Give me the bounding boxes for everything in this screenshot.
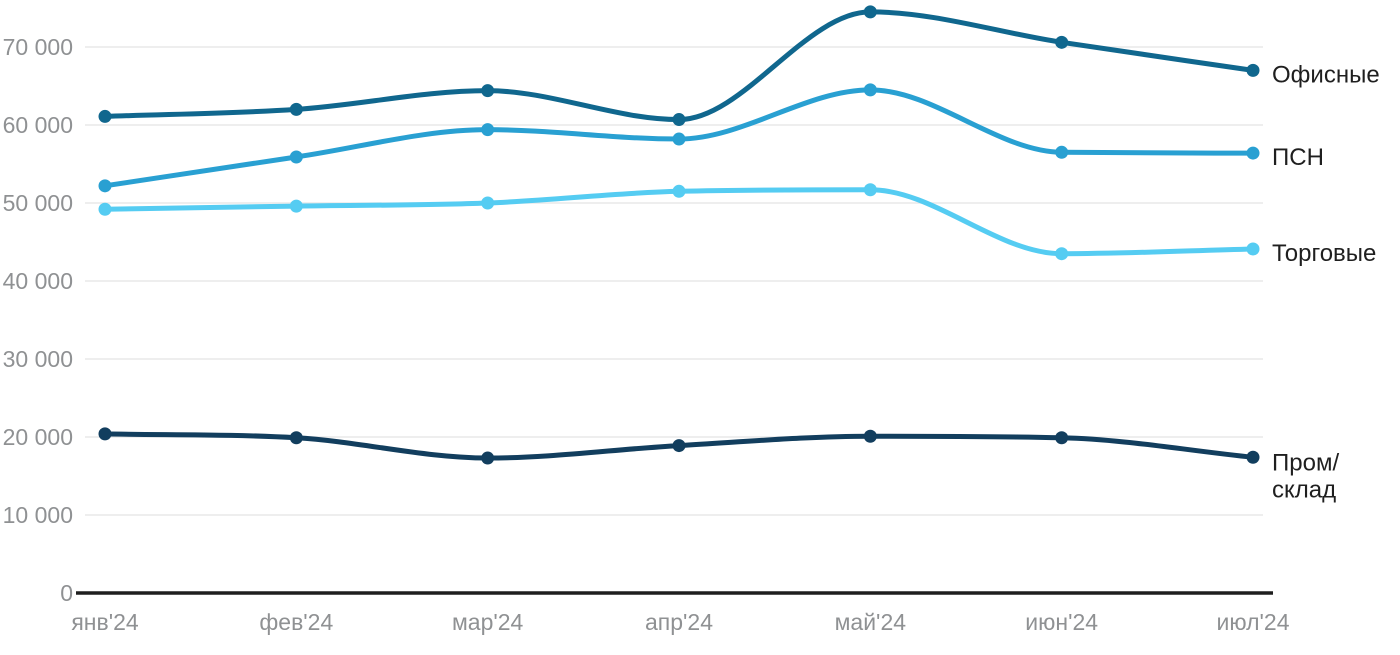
data-point-retail-3[interactable] <box>672 184 686 198</box>
data-point-retail-2[interactable] <box>481 196 495 210</box>
data-point-psn-0[interactable] <box>98 179 112 193</box>
series-label-industrial-warehouse: Пром/склад <box>1272 449 1339 503</box>
data-point-offices-6[interactable] <box>1246 63 1260 77</box>
data-point-psn-6[interactable] <box>1246 146 1260 160</box>
data-point-industrial-warehouse-5[interactable] <box>1055 431 1069 445</box>
x-axis-tick-label: янв'24 <box>71 609 139 635</box>
series-label-psn: ПСН <box>1272 144 1324 171</box>
y-axis-tick-label: 60 000 <box>3 112 73 138</box>
data-point-psn-5[interactable] <box>1055 145 1069 159</box>
y-axis-tick-label: 50 000 <box>3 190 73 216</box>
data-point-industrial-warehouse-2[interactable] <box>481 451 495 465</box>
data-point-psn-2[interactable] <box>481 123 495 137</box>
y-axis-tick-label: 10 000 <box>3 502 73 528</box>
x-axis-tick-label: июн'24 <box>1025 609 1098 635</box>
series-label-offices: Офисные <box>1272 61 1380 88</box>
series-line-retail <box>102 187 1256 257</box>
y-axis-tick-label: 0 <box>60 580 73 606</box>
data-point-industrial-warehouse-0[interactable] <box>98 427 112 441</box>
series-label-retail: Торговые <box>1272 240 1376 267</box>
x-axis-tick-label: июл'24 <box>1217 609 1290 635</box>
data-point-industrial-warehouse-4[interactable] <box>863 429 877 443</box>
y-axis-tick-label: 70 000 <box>3 34 73 60</box>
data-point-offices-1[interactable] <box>289 102 303 116</box>
x-axis-tick-label: фев'24 <box>259 609 333 635</box>
data-point-offices-5[interactable] <box>1055 35 1069 49</box>
data-point-offices-0[interactable] <box>98 109 112 123</box>
data-point-retail-4[interactable] <box>863 183 877 197</box>
data-point-offices-2[interactable] <box>481 84 495 98</box>
y-axis-tick-label: 20 000 <box>3 424 73 450</box>
data-point-psn-3[interactable] <box>672 132 686 146</box>
data-point-offices-4[interactable] <box>863 5 877 19</box>
y-axis-tick-label: 40 000 <box>3 268 73 294</box>
data-point-retail-1[interactable] <box>289 199 303 213</box>
data-point-psn-1[interactable] <box>289 150 303 164</box>
data-point-offices-3[interactable] <box>672 113 686 127</box>
x-axis-tick-label: апр'24 <box>645 609 713 635</box>
y-axis-tick-label: 30 000 <box>3 346 73 372</box>
data-point-industrial-warehouse-3[interactable] <box>672 439 686 453</box>
series-line-offices <box>102 9 1256 123</box>
x-axis-tick-label: мар'24 <box>452 609 524 635</box>
data-point-retail-6[interactable] <box>1246 242 1260 256</box>
data-point-retail-5[interactable] <box>1055 247 1069 261</box>
data-point-retail-0[interactable] <box>98 202 112 216</box>
data-point-industrial-warehouse-6[interactable] <box>1246 450 1260 464</box>
data-point-psn-4[interactable] <box>863 83 877 97</box>
x-axis-tick-label: май'24 <box>835 609 907 635</box>
data-point-industrial-warehouse-1[interactable] <box>289 431 303 445</box>
